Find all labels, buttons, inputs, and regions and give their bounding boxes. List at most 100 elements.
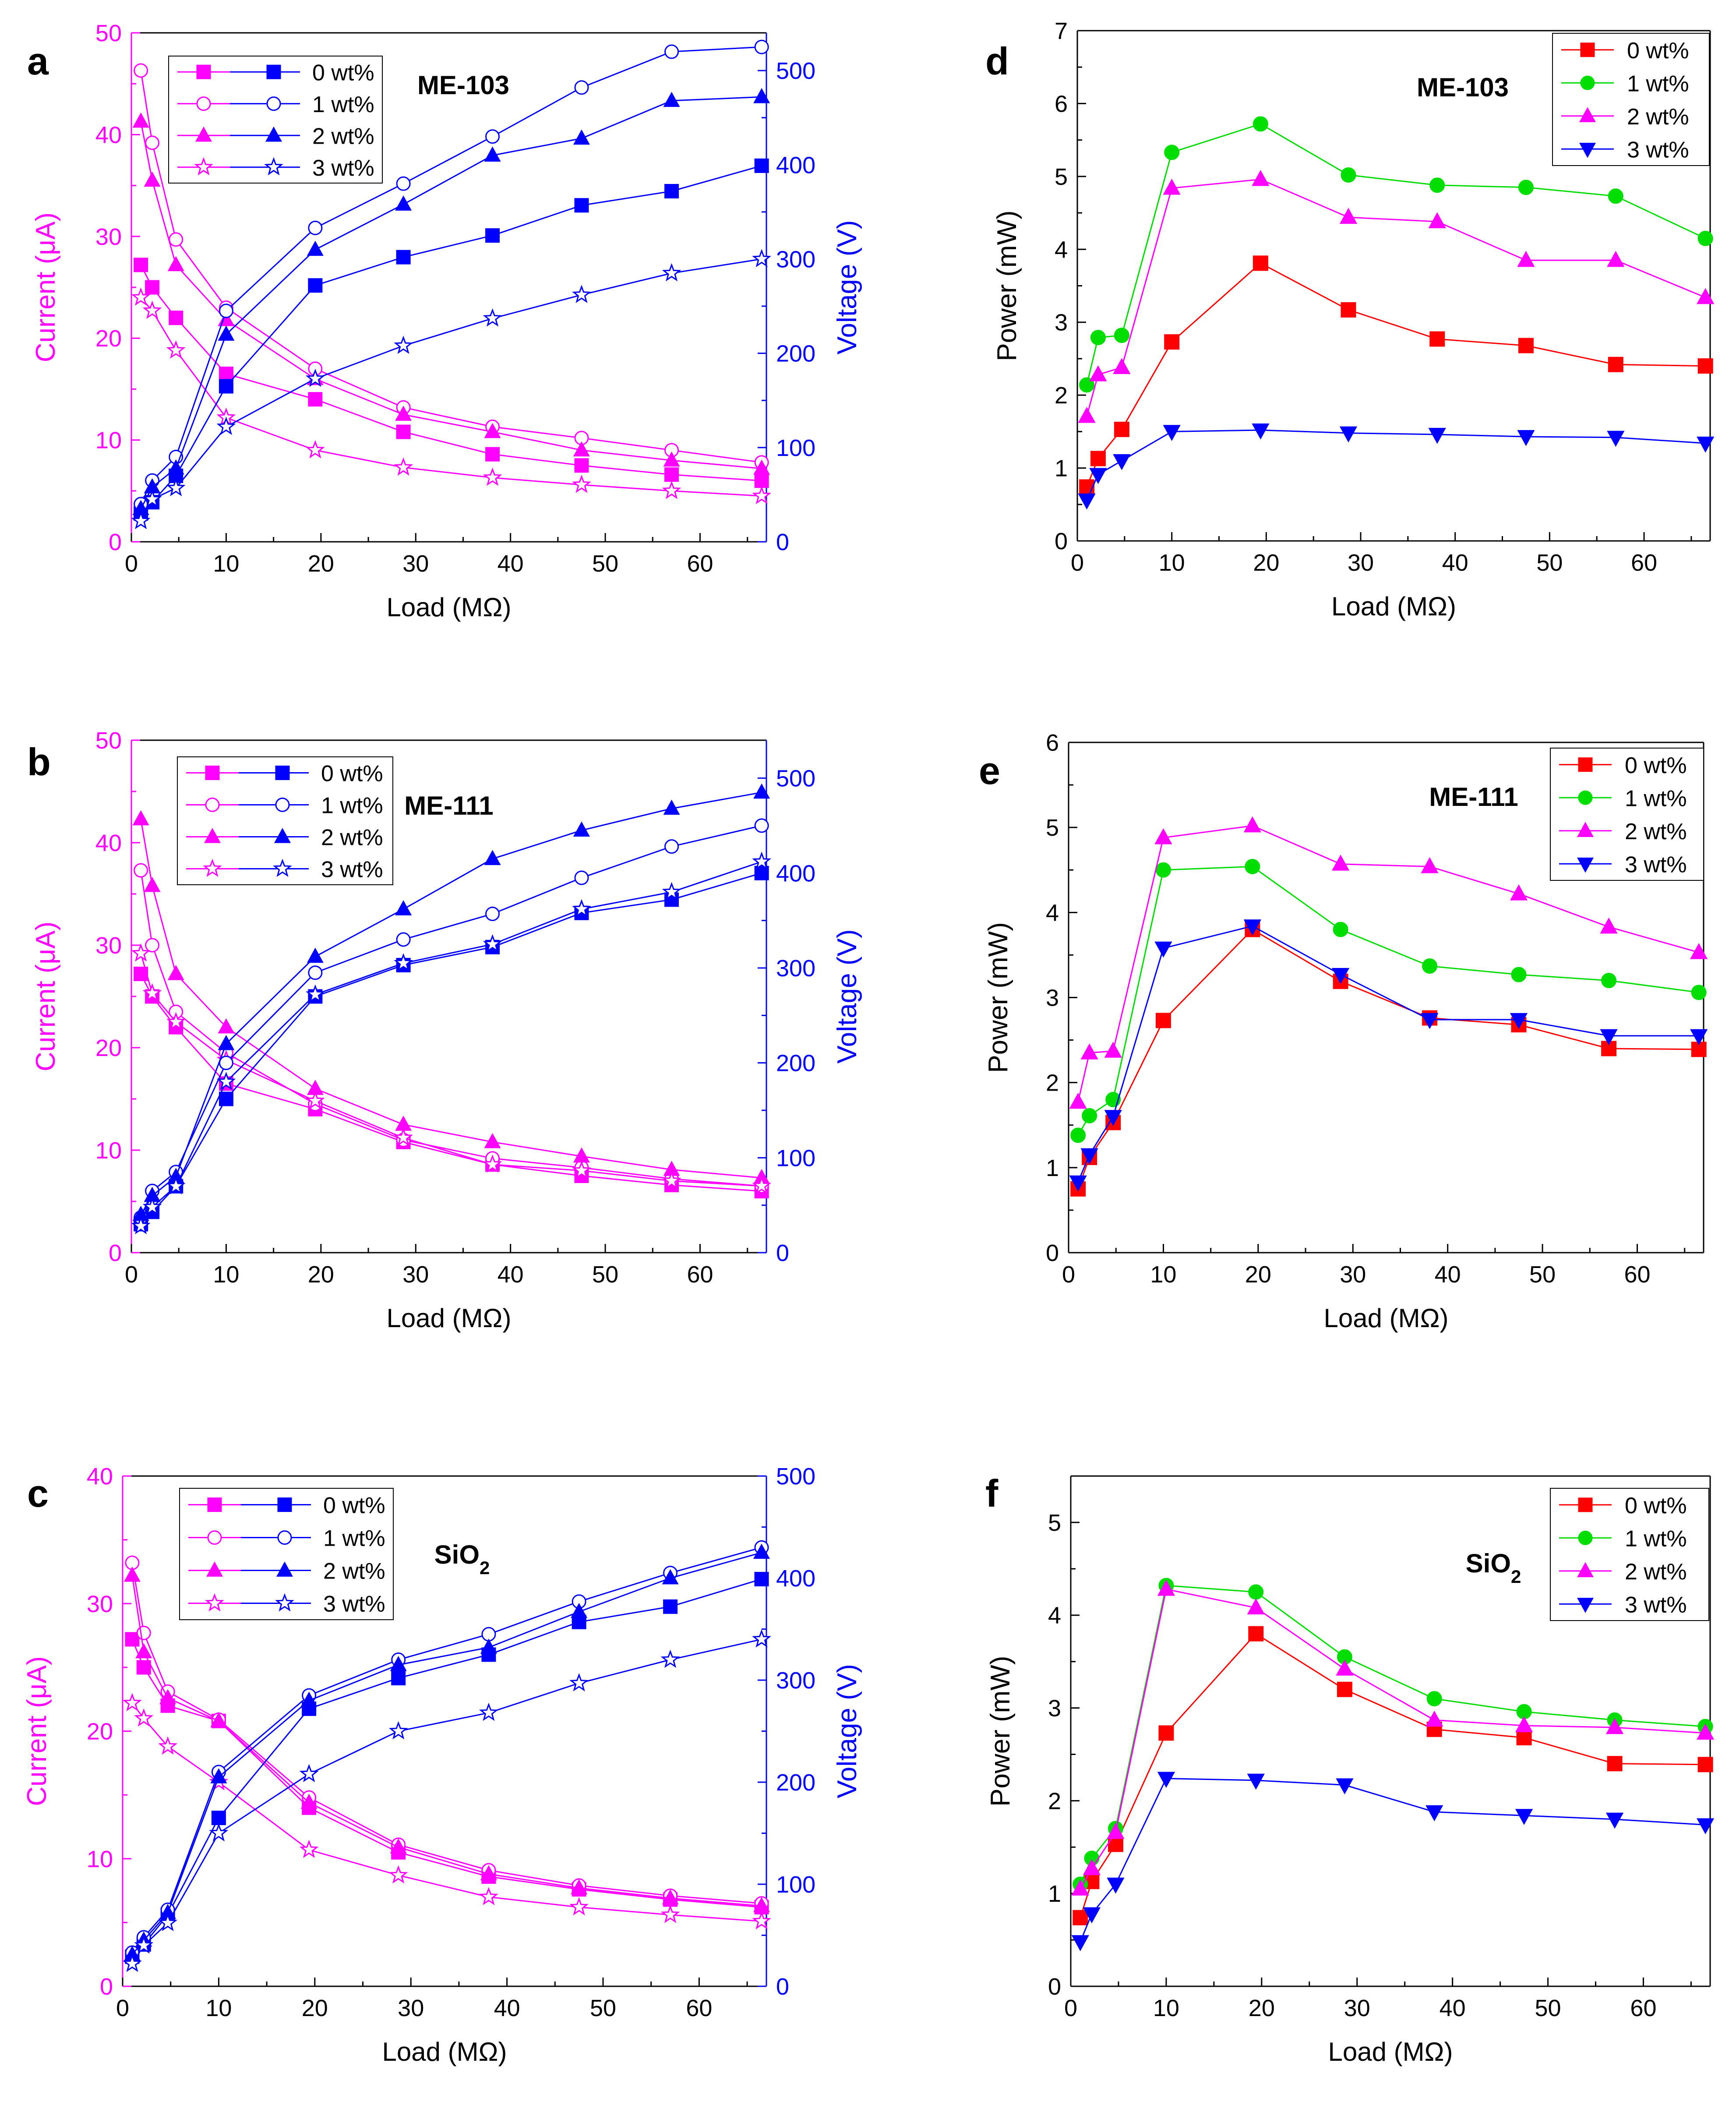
- y2-tick-label: 500: [776, 58, 815, 84]
- power-series-point: [1158, 1725, 1174, 1741]
- legend-label: 1 wt%: [1625, 1526, 1687, 1551]
- voltage-series-point: [483, 934, 502, 953]
- x-tick-label: 50: [590, 1995, 616, 2021]
- current-series-point: [123, 1693, 142, 1712]
- x-tick-label: 40: [494, 1995, 520, 2021]
- x-axis-label: Load (MΩ): [382, 2037, 507, 2066]
- panel-letter: c: [27, 1472, 49, 1515]
- power-series-point: [1331, 968, 1350, 984]
- legend-marker: [266, 64, 281, 79]
- y2-tick-label: 100: [776, 1145, 815, 1171]
- power-series-point: [1069, 1175, 1087, 1192]
- voltage-series-line-2: [131, 1552, 762, 1955]
- power-series-point: [1079, 377, 1095, 393]
- legend-marker: [207, 1497, 222, 1512]
- current-series-point: [300, 1794, 318, 1809]
- current-series-point: [662, 1889, 679, 1905]
- voltage-series-point: [754, 39, 769, 54]
- legend-box: [1552, 33, 1710, 166]
- y-tick-label: 2: [1048, 1788, 1061, 1814]
- power-series-point: [1248, 1584, 1264, 1600]
- y-axis-label: Current (μA): [31, 212, 61, 362]
- power-series-line-3: [1080, 1777, 1706, 1942]
- voltage-series-point: [396, 932, 411, 947]
- power-series-point: [1515, 1716, 1533, 1732]
- current-series-point: [219, 367, 233, 381]
- voltage-series-point: [216, 1072, 236, 1090]
- x-axis-label: Load (MΩ): [1328, 2037, 1453, 2066]
- current-series-point: [753, 459, 770, 475]
- x-tick-label: 20: [308, 1261, 334, 1288]
- voltage-series-point: [660, 1649, 680, 1668]
- current-series-line-3: [140, 953, 762, 1187]
- x-tick-label: 10: [1150, 1261, 1176, 1288]
- power-series-line-2: [1086, 178, 1706, 417]
- y-axis-label: Current (μA): [22, 1656, 52, 1806]
- power-series-point: [1690, 943, 1708, 959]
- x-tick-label: 40: [1435, 1261, 1461, 1288]
- legend-marker: [205, 798, 220, 812]
- voltage-series-point: [390, 1656, 407, 1671]
- current-series-point: [664, 467, 679, 482]
- x-tick-label: 60: [686, 1995, 712, 2021]
- x-tick-label: 40: [498, 1261, 524, 1288]
- y2-tick-label: 500: [776, 1463, 815, 1490]
- current-series-point: [166, 1012, 186, 1031]
- legend-marker: [1577, 1598, 1594, 1613]
- y2-axis-label: Voltage (V): [832, 220, 862, 355]
- legend: 0 wt% 1 wt% 2 wt% 3 wt%: [179, 1488, 394, 1620]
- y-tick-label: 0: [1046, 1240, 1059, 1266]
- y-tick-label: 7: [1055, 18, 1068, 44]
- power-series-point: [1601, 973, 1617, 989]
- power-series-point: [1429, 331, 1445, 347]
- voltage-series-point: [166, 1176, 186, 1194]
- power-series-point: [1336, 1778, 1354, 1794]
- voltage-series-point: [569, 1673, 589, 1692]
- current-series-point: [752, 486, 772, 505]
- x-tick-label: 0: [1071, 550, 1084, 576]
- voltage-series-point: [485, 228, 500, 243]
- panel-letter: b: [27, 740, 51, 784]
- voltage-series-point: [484, 146, 501, 162]
- legend-box: [1550, 748, 1704, 881]
- power-series-point: [1083, 1907, 1101, 1924]
- power-series-point: [1248, 1626, 1264, 1642]
- legend-label: 2 wt%: [1625, 1559, 1687, 1585]
- x-tick-label: 10: [205, 1995, 232, 2021]
- y2-tick-label: 400: [776, 1565, 815, 1592]
- y-tick-label: 3: [1048, 1695, 1061, 1722]
- voltage-series-point: [305, 984, 325, 1003]
- voltage-series-point: [395, 195, 412, 211]
- x-tick-label: 50: [1535, 1995, 1561, 2021]
- current-series-point: [663, 451, 680, 467]
- power-series-point: [1082, 1108, 1097, 1123]
- legend: 0 wt% 1 wt% 2 wt% 3 wt%: [1550, 748, 1704, 881]
- legend-marker: [204, 828, 221, 843]
- y-tick-label: 0: [109, 529, 122, 555]
- x-tick-label: 0: [1064, 1995, 1077, 2021]
- power-series-point: [1083, 1859, 1101, 1875]
- voltage-series-point: [158, 1913, 178, 1932]
- current-series-line-2: [131, 1575, 762, 1907]
- x-tick-label: 50: [592, 551, 618, 577]
- voltage-series-point: [308, 278, 323, 293]
- power-series-point: [1516, 1730, 1532, 1745]
- power-series-point: [1245, 858, 1260, 874]
- power-series-point: [1336, 1660, 1354, 1676]
- power-series-point: [1107, 1877, 1125, 1894]
- x-tick-label: 0: [1062, 1261, 1075, 1288]
- legend: 0 wt% 1 wt% 2 wt% 3 wt%: [1550, 1488, 1709, 1621]
- current-series-point: [485, 447, 500, 462]
- y-tick-label: 5: [1046, 815, 1059, 841]
- voltage-series-point: [753, 783, 770, 799]
- x-tick-label: 20: [1253, 550, 1279, 576]
- legend: 0 wt% 1 wt% 2 wt% 3 wt%: [177, 756, 393, 885]
- voltage-series-point: [218, 1035, 235, 1050]
- current-series-point: [131, 943, 151, 962]
- current-series-point: [573, 441, 590, 457]
- current-series-point: [571, 1879, 588, 1894]
- x-tick-label: 0: [125, 551, 138, 577]
- panel-a: 0 10 20 30 40 50 60 Load (MΩ) 0 10 20 30 40 50 Current…: [27, 20, 862, 622]
- panel-f: 0 10 20 30 40 50 60 Load (MΩ) 0 1 2 3 4 5 Power (mW) 0 …: [985, 1472, 1715, 2066]
